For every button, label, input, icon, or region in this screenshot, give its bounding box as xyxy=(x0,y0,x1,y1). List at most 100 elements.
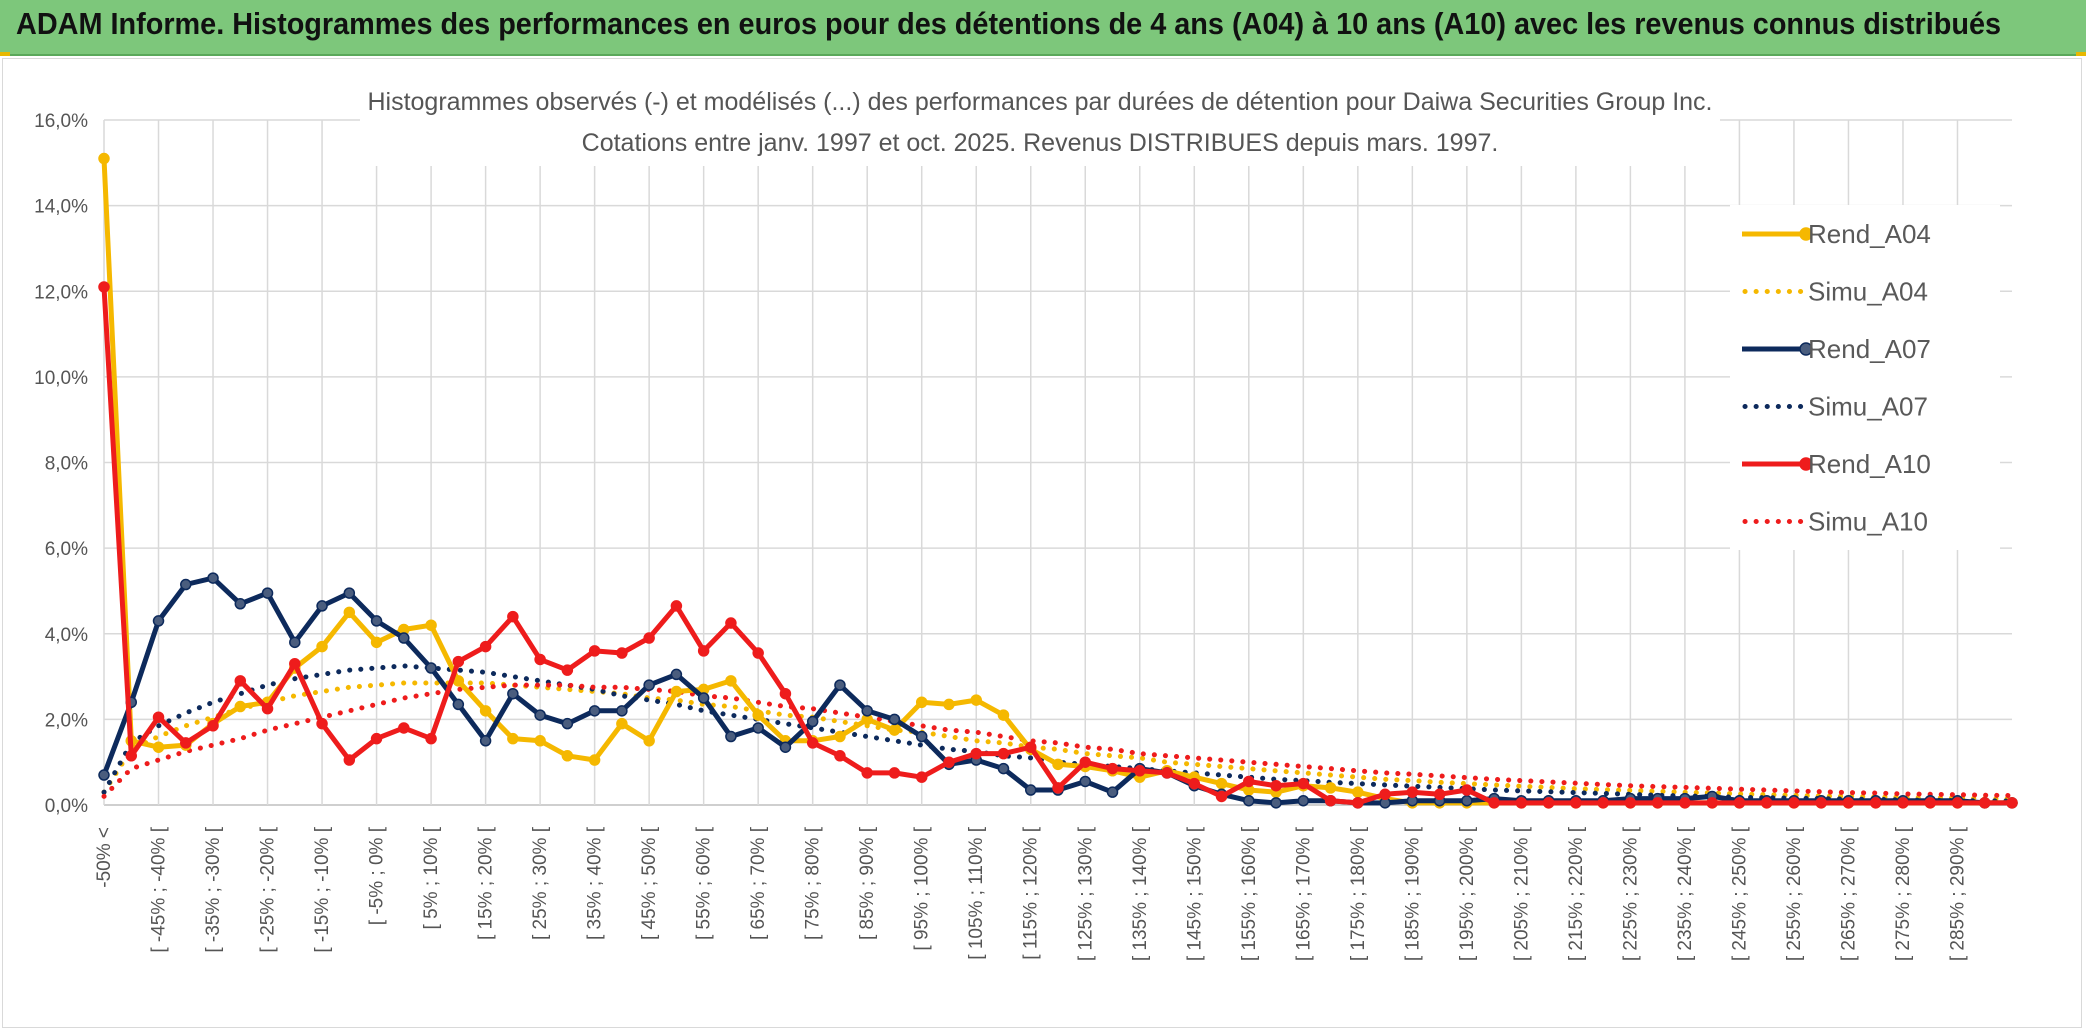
data-point xyxy=(343,587,356,599)
data-point xyxy=(425,732,437,745)
data-point xyxy=(588,645,601,657)
data-point xyxy=(425,619,437,631)
legend-item-rend-a04: Rend_A04 xyxy=(1742,219,1931,249)
data-point xyxy=(1842,797,1855,809)
legend-label: Rend_A07 xyxy=(1808,334,1931,364)
data-point xyxy=(997,747,1010,760)
data-point xyxy=(997,762,1010,775)
y-tick-label: 4,0% xyxy=(45,625,88,646)
data-point xyxy=(888,767,901,779)
data-point xyxy=(534,653,546,666)
data-point xyxy=(316,717,328,730)
legend-label: Simu_A04 xyxy=(1808,277,1928,307)
legend-marker xyxy=(1799,227,1813,241)
header-accent-right xyxy=(2076,52,2086,56)
data-point xyxy=(1570,797,1582,809)
data-point xyxy=(152,741,165,753)
data-point xyxy=(806,715,819,728)
data-point xyxy=(1978,797,1991,809)
data-point xyxy=(1706,797,1718,809)
data-point xyxy=(643,632,655,644)
data-point xyxy=(98,769,110,781)
x-tick-label: [ 15% ; 20% [ xyxy=(476,826,497,940)
data-point xyxy=(1243,775,1255,788)
data-point xyxy=(670,668,683,681)
data-point xyxy=(1897,797,1909,809)
x-tick-label: [ 65% ; 70% [ xyxy=(748,826,769,940)
data-point xyxy=(725,675,737,687)
data-point xyxy=(616,717,628,730)
data-point xyxy=(1079,756,1092,768)
legend-label: Rend_A04 xyxy=(1808,219,1931,249)
data-point xyxy=(1079,775,1092,788)
data-point xyxy=(670,685,683,698)
data-point xyxy=(861,705,873,717)
data-point xyxy=(1433,788,1446,801)
data-point xyxy=(1297,777,1310,790)
data-point xyxy=(725,730,737,743)
data-point xyxy=(1461,794,1473,807)
data-point xyxy=(970,694,982,706)
data-point xyxy=(343,754,356,766)
data-point xyxy=(834,750,846,762)
data-point xyxy=(207,572,219,584)
y-tick-label: 10,0% xyxy=(34,368,88,389)
x-tick-label: [ 275% ; 280% [ xyxy=(1893,826,1914,961)
x-tick-label: [ -15% ; -10% [ xyxy=(312,826,333,952)
data-point xyxy=(289,636,301,649)
gridlines xyxy=(103,119,2012,806)
data-point xyxy=(697,692,710,704)
y-tick-label: 8,0% xyxy=(45,454,88,475)
data-point xyxy=(180,578,192,591)
x-tick-label: [ -45% ; -40% [ xyxy=(149,826,170,952)
data-point xyxy=(779,741,792,753)
data-point xyxy=(834,730,846,743)
data-point xyxy=(1106,762,1119,775)
data-point xyxy=(1024,741,1037,753)
data-point xyxy=(588,754,601,766)
data-point xyxy=(1406,786,1419,798)
data-point xyxy=(616,647,628,659)
data-point xyxy=(479,735,492,747)
data-point xyxy=(1052,758,1064,771)
data-point xyxy=(234,598,247,610)
y-tick-label: 12,0% xyxy=(34,282,88,303)
x-tick-label: [ 35% ; 40% [ xyxy=(585,826,606,940)
data-point xyxy=(1270,797,1282,809)
data-point xyxy=(779,687,792,700)
data-point xyxy=(1760,797,1773,809)
header-bar: ADAM Informe. Histogrammes des performan… xyxy=(0,0,2086,56)
data-point xyxy=(152,615,165,627)
data-point xyxy=(806,737,819,749)
x-tick-label: [ 175% ; 180% [ xyxy=(1348,826,1369,961)
data-point xyxy=(316,600,328,612)
x-tick-label: [ 25% ; 30% [ xyxy=(530,826,551,940)
data-point xyxy=(1788,797,1800,809)
legend-marker xyxy=(1799,342,1813,356)
y-axis-ticks: 0,0% 2,0% 4,0% 6,0% 8,0% 10,0% 12,0% 14,0% 16,0% xyxy=(34,111,88,817)
data-point xyxy=(752,647,764,659)
x-tick-label: [ 125% ; 130% [ xyxy=(1075,826,1096,961)
data-point xyxy=(343,606,356,619)
y-tick-label: 2,0% xyxy=(45,710,88,731)
data-point xyxy=(616,705,628,717)
data-point xyxy=(1243,794,1255,807)
header-accent-left xyxy=(0,52,10,56)
legend-marker xyxy=(1799,457,1813,471)
data-point xyxy=(1024,784,1037,796)
data-point xyxy=(98,281,110,293)
x-tick-label: [ 45% ; 50% [ xyxy=(639,826,660,940)
x-tick-label: [ 285% ; 290% [ xyxy=(1947,826,1968,961)
x-tick-label: [ 205% ; 210% [ xyxy=(1511,826,1532,961)
x-tick-label: [ 5% ; 10% [ xyxy=(421,826,442,929)
data-point xyxy=(861,767,873,779)
data-point xyxy=(398,722,410,734)
data-point xyxy=(1161,767,1173,779)
data-point xyxy=(1461,784,1473,796)
data-point xyxy=(534,735,546,747)
legend-label: Rend_A10 xyxy=(1808,449,1931,479)
legend-label: Simu_A07 xyxy=(1808,392,1928,422)
x-tick-label: [ 225% ; 230% [ xyxy=(1620,826,1641,961)
y-tick-label: 6,0% xyxy=(45,539,88,560)
series-line-rend-a04 xyxy=(101,158,2012,806)
